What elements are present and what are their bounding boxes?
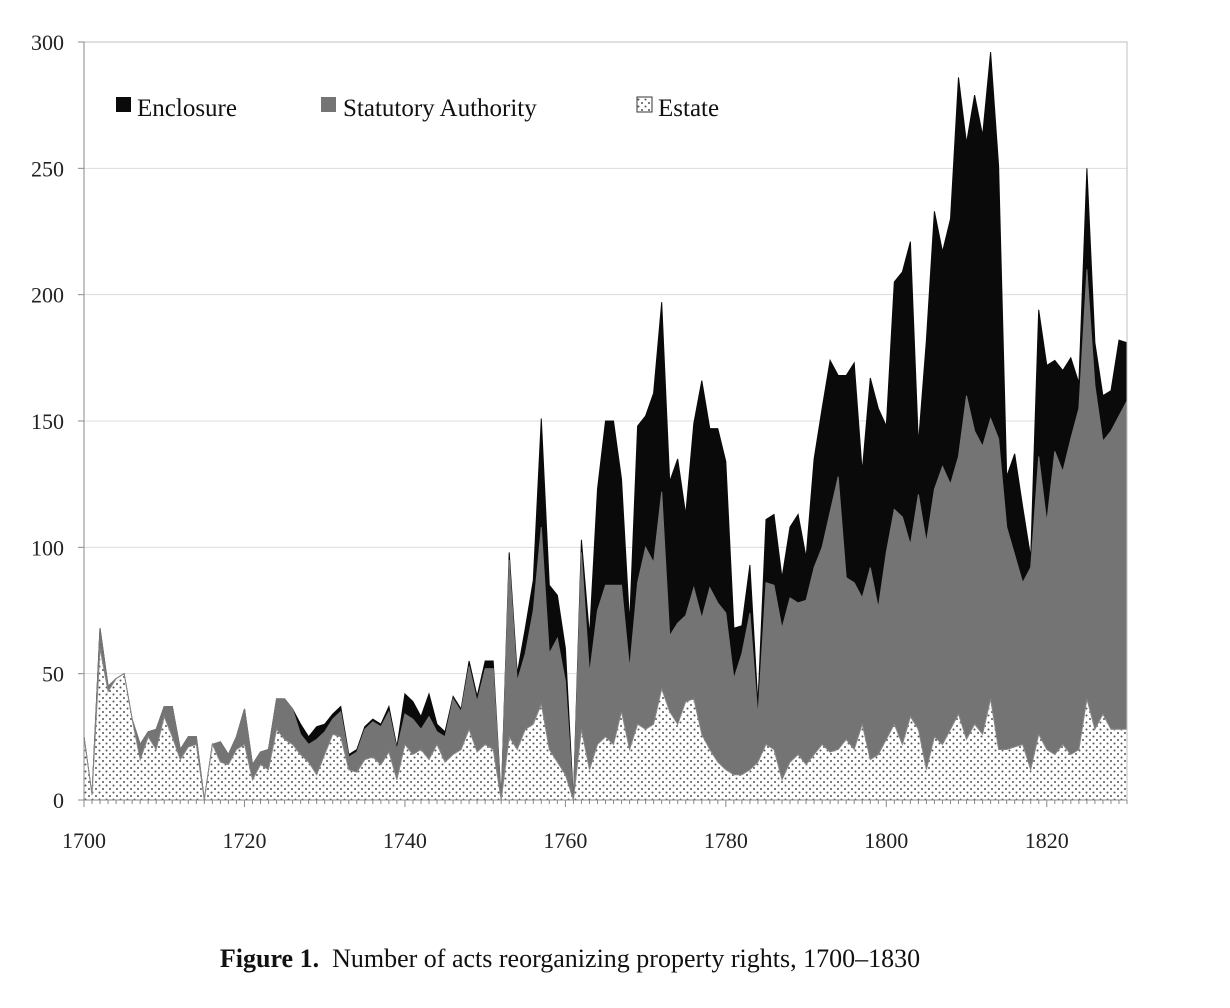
y-tick-label-300: 300 [31,30,64,55]
legend-swatch-enclosure [116,97,131,112]
y-tick-label-250: 250 [31,156,64,181]
legend-label-statutory-authority: Statutory Authority [343,95,537,122]
legend-item-estate: Estate [636,95,719,122]
legend-item-enclosure: Enclosure [116,95,237,122]
legend: Enclosure Statutory Authority Estate [116,95,719,122]
x-tick-label-1820: 1820 [1025,828,1069,853]
figure-caption: Figure 1. Number of acts reorganizing pr… [0,944,1140,974]
x-tick-label-1760: 1760 [543,828,587,853]
x-tick-label-1800: 1800 [864,828,908,853]
y-axis: 0 50 100 150 200 250 300 [31,30,85,813]
x-tick-label-1740: 1740 [383,828,427,853]
y-tick-label-200: 200 [31,283,64,308]
figure-caption-text: Number of acts reorganizing property rig… [332,944,921,973]
y-tick-label-100: 100 [31,535,64,560]
plot-areas [83,52,1128,801]
legend-item-statutory-authority: Statutory Authority [321,95,537,122]
legend-swatch-estate [636,96,653,113]
legend-label-estate: Estate [658,95,719,122]
x-tick-label-1780: 1780 [704,828,748,853]
x-tick-label-1720: 1720 [222,828,266,853]
y-tick-label-50: 50 [42,662,64,687]
x-tick-label-1700: 1700 [62,828,106,853]
y-tick-label-0: 0 [53,788,64,813]
x-axis: 1700 1720 1740 1760 1780 1800 1820 [62,799,1128,853]
legend-label-enclosure: Enclosure [137,95,237,122]
y-tick-label-150: 150 [31,409,64,434]
legend-swatch-statutory-authority [321,97,336,112]
figure-caption-label: Figure 1. [219,944,320,973]
